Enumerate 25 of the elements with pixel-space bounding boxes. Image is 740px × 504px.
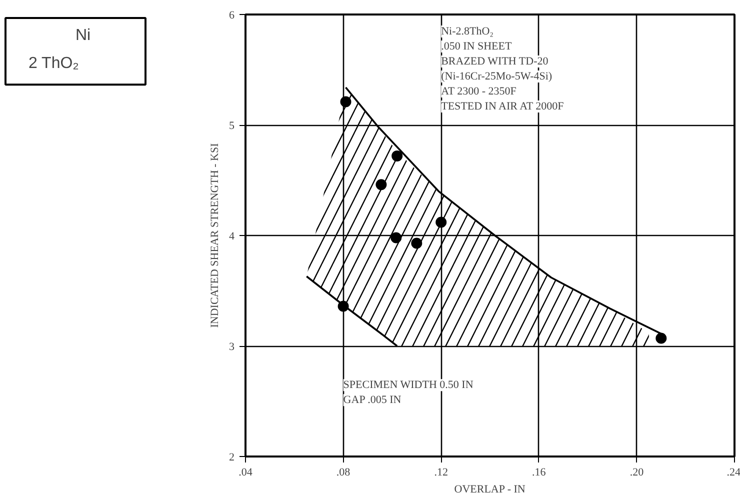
point: [392, 150, 403, 162]
x-tick-label: .04: [238, 466, 253, 478]
x-axis-title: OVERLAP - IN: [454, 484, 526, 496]
point: [411, 238, 422, 249]
point: [338, 300, 349, 312]
point: [376, 179, 387, 190]
y-tick-label: 4: [229, 230, 235, 242]
point: [390, 232, 402, 244]
y-tick-label: 6: [229, 10, 235, 22]
x-tick-label: .08: [336, 466, 351, 478]
point: [340, 96, 352, 108]
y-tick-label: 3: [229, 341, 235, 353]
y-tick-label: 5: [229, 120, 235, 132]
x-tick-label: .24: [726, 466, 740, 478]
x-tick-label: .12: [434, 466, 448, 478]
point: [436, 216, 447, 228]
x-tick-label: .16: [532, 466, 546, 478]
y-axis-title: INDICATED SHEAR STRENGTH - KSI: [209, 142, 221, 328]
text: Ni: [76, 26, 91, 44]
annotation: SPECIMEN WIDTH 0.50 IN GAP .005 IN: [343, 379, 474, 406]
annotation: Ni-2.8ThO₂ .050 IN SHEET BRAZED WITH TD-20 (Ni-16Cr-25Mo-5W-4Si) AT 2300 - 2350F TESTED IN AIR AT 2000F: [441, 26, 564, 113]
point: [656, 332, 667, 344]
y-tick-label: 2: [229, 452, 234, 464]
text: 2 ThO₂: [28, 54, 79, 72]
x-tick-label: .20: [630, 466, 644, 478]
